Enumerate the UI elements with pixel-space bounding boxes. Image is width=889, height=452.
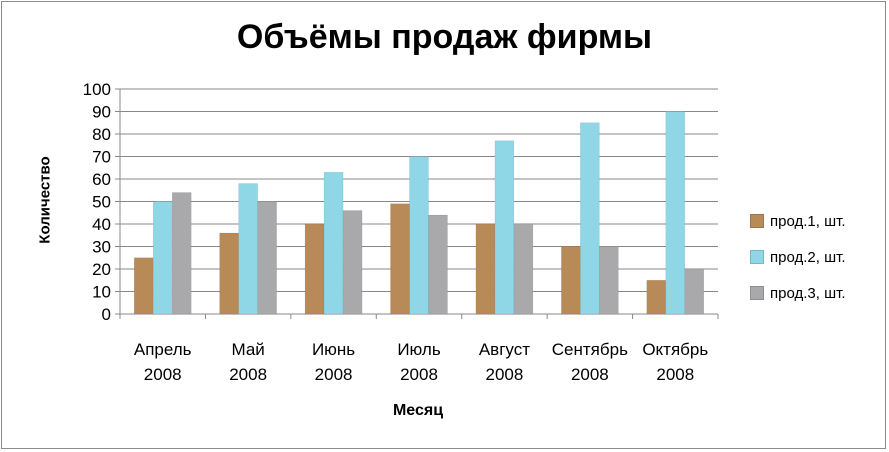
y-tick-label: 40 <box>92 215 111 234</box>
bar <box>323 172 344 315</box>
bar <box>684 268 705 315</box>
bar <box>513 223 534 315</box>
x-tick-label: 2008 <box>144 365 182 384</box>
bar <box>304 223 325 315</box>
legend-swatch <box>750 214 764 228</box>
y-tick-label: 100 <box>83 80 111 99</box>
x-tick-label: 2008 <box>400 365 438 384</box>
bar <box>428 214 448 315</box>
bar <box>257 201 277 315</box>
bar <box>171 192 192 315</box>
bar <box>646 280 667 315</box>
bar <box>152 201 173 315</box>
x-tick-label: Май <box>231 340 264 359</box>
y-tick-label: 50 <box>92 193 111 212</box>
x-tick-label: Апрель <box>134 340 192 359</box>
bar <box>219 232 239 315</box>
bar <box>238 183 258 315</box>
x-tick-label: 2008 <box>229 365 267 384</box>
x-tick-label: Сентябрь <box>552 340 628 359</box>
x-tick-label: Август <box>479 340 530 359</box>
bar <box>409 156 429 315</box>
legend-swatch <box>750 286 764 300</box>
legend-item: прод.1, шт. <box>750 210 845 232</box>
legend-item: прод.3, шт. <box>750 282 845 304</box>
bar <box>133 257 154 315</box>
bar <box>342 210 363 315</box>
legend-item: прод.2, шт. <box>750 246 845 268</box>
legend-label: прод.2, шт. <box>770 248 846 266</box>
bar <box>580 122 600 315</box>
y-tick-label: 70 <box>92 148 111 167</box>
x-tick-label: 2008 <box>486 365 524 384</box>
bar <box>390 203 410 315</box>
legend-label: прод.1, шт. <box>770 212 846 230</box>
bar <box>494 140 515 315</box>
legend-label: прод.3, шт. <box>770 284 846 302</box>
bar <box>599 246 619 315</box>
y-tick-label: 80 <box>92 125 111 144</box>
x-tick-label: Октябрь <box>642 340 708 359</box>
legend-swatch <box>750 250 764 264</box>
bar <box>665 111 686 315</box>
bar <box>561 246 581 315</box>
x-axis-label: Месяц <box>392 402 444 419</box>
y-tick-label: 20 <box>92 260 111 279</box>
x-tick-label: Июнь <box>312 340 355 359</box>
x-tick-label: 2008 <box>571 365 609 384</box>
y-tick-label: 30 <box>92 238 111 257</box>
x-tick-label: Июль <box>397 340 441 359</box>
x-tick-label: 2008 <box>656 365 694 384</box>
legend: прод.1, шт. прод.2, шт. прод.3, шт. <box>750 210 845 318</box>
x-tick-label: 2008 <box>315 365 353 384</box>
bar <box>475 223 496 315</box>
y-tick-label: 0 <box>102 305 111 324</box>
y-tick-label: 60 <box>92 170 111 189</box>
y-tick-label: 90 <box>92 103 111 122</box>
y-tick-label: 10 <box>92 283 111 302</box>
chart-title: Объёмы продаж фирмы <box>236 18 653 56</box>
